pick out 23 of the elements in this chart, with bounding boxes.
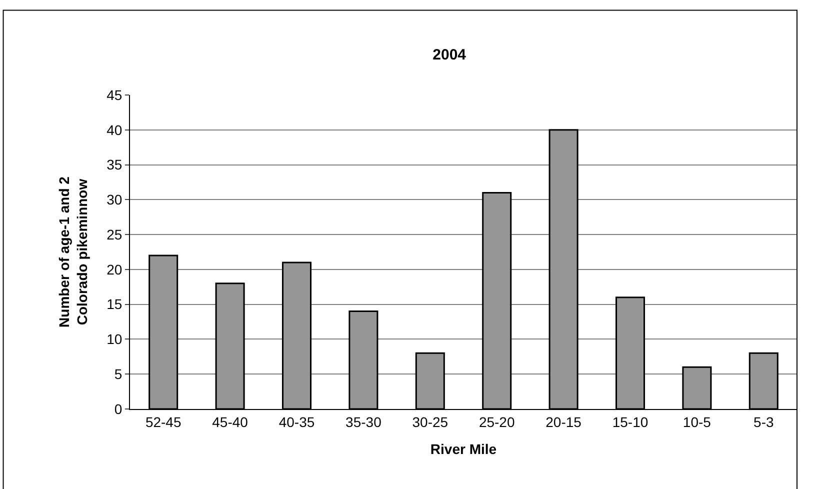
x-tick-label: 30-25 xyxy=(412,414,448,430)
y-tick-label: 10 xyxy=(106,331,122,348)
x-tick-label: 35-30 xyxy=(346,414,382,430)
x-tick-label: 45-40 xyxy=(212,414,248,430)
y-tick-label: 20 xyxy=(106,261,122,278)
y-tick-label: 25 xyxy=(106,226,122,242)
x-tick-label: 52-45 xyxy=(145,414,182,430)
x-tick-label: 10-5 xyxy=(682,414,712,430)
x-axis-title: River Mile xyxy=(430,441,497,458)
y-tick-label: 0 xyxy=(114,400,122,417)
y-tick-label: 30 xyxy=(106,192,122,208)
x-tick-label: 15-10 xyxy=(612,414,648,430)
y-tick-label: 5 xyxy=(114,366,122,382)
x-tick-label: 5-3 xyxy=(754,414,774,430)
y-tick-label: 40 xyxy=(106,122,122,138)
y-tick-label: 45 xyxy=(106,86,122,103)
x-tick-label: 40-35 xyxy=(278,414,315,430)
chart-title: 2004 xyxy=(432,46,467,64)
y-tick-label: 15 xyxy=(106,296,122,312)
x-tick-label: 25-20 xyxy=(478,414,515,430)
y-axis-title: Number of age-1 and 2 Colorado pikeminnow xyxy=(56,176,90,328)
y-tick-label: 35 xyxy=(106,156,122,173)
x-tick-label: 20-15 xyxy=(546,414,582,430)
